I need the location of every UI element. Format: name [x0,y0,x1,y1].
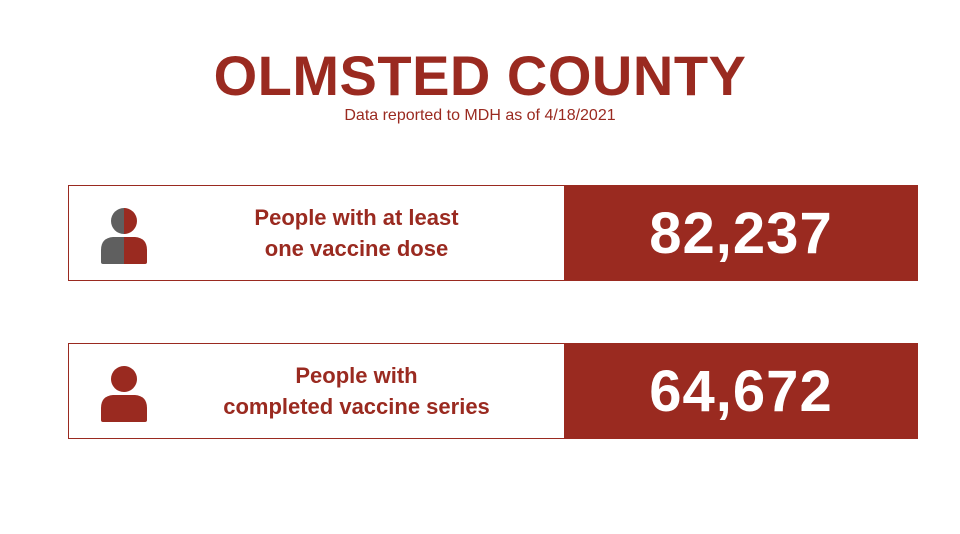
stat-value: 82,237 [649,200,833,266]
stat-label-line1: People with at least [254,205,459,230]
stat-value-box: 82,237 [564,185,918,281]
page-title: OLMSTED COUNTY [213,44,747,107]
stat-value-box: 64,672 [564,343,918,439]
page-subtitle: Data reported to MDH as of 4/18/2021 [344,107,616,124]
stat-label: People with completed vaccine series [169,344,544,438]
stat-label-line2: one vaccine dose [264,236,449,261]
stat-card-at-least-one-dose: People with at least one vaccine dose 82… [68,185,918,281]
person-filled-icon [101,366,147,422]
stat-card-completed-series: People with completed vaccine series 64,… [68,343,918,439]
stat-value: 64,672 [649,358,833,424]
stat-label-box: People with at least one vaccine dose [68,185,564,281]
stat-label-box: People with completed vaccine series [68,343,564,439]
person-half-filled-icon [101,208,147,264]
stat-label-line2: completed vaccine series [223,394,490,419]
stat-label-line1: People with [295,363,418,388]
stat-label: People with at least one vaccine dose [169,186,544,280]
